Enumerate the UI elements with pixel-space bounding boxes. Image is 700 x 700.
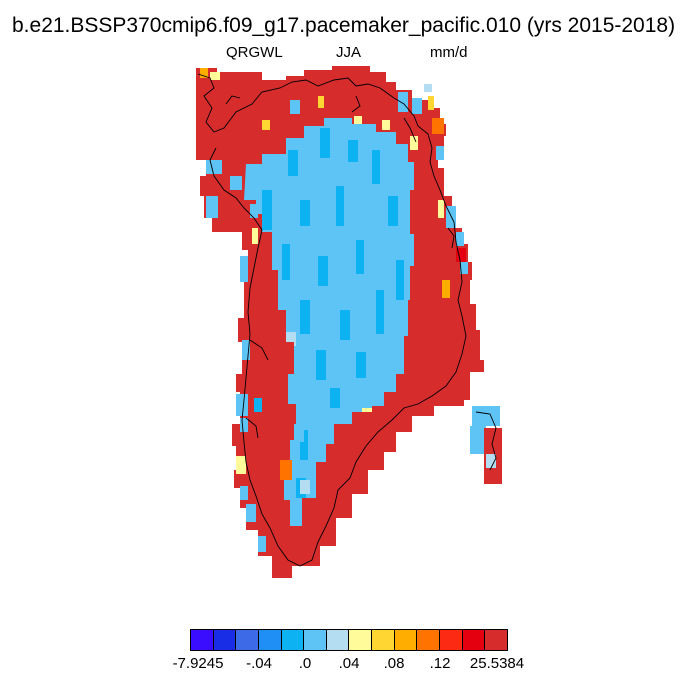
coastlines — [197, 73, 497, 567]
colorbar — [190, 629, 508, 651]
colorbar-segment-11 — [417, 630, 441, 650]
colorbar-tick-label: .08 — [383, 655, 405, 672]
colorbar-segment-13 — [462, 630, 486, 650]
plot-title: b.e21.BSSP370cmip6.f09_g17.pacemaker_pac… — [12, 14, 676, 37]
west-coast-cells — [206, 160, 304, 552]
colorbar-segment-7 — [326, 630, 350, 650]
colorbar-tick-label: .12 — [429, 655, 451, 672]
colorbar-segment-2 — [213, 630, 237, 650]
colorbar-segment-1 — [191, 630, 214, 650]
colorbar-segment-12 — [440, 630, 463, 650]
east-island — [470, 406, 502, 484]
colorbar-tick-label: -7.9245 — [172, 655, 224, 672]
colorbar-segment-6 — [304, 630, 327, 650]
colorbar-segment-10 — [394, 630, 418, 650]
colorbar-tick-label: 25.5384 — [469, 655, 525, 672]
colorbar-segment-3 — [236, 630, 259, 650]
colorbar-segment-14 — [485, 630, 507, 650]
variable-label: QRGWL — [226, 44, 283, 61]
colorbar-segment-5 — [281, 630, 305, 650]
colorbar-tick-label: .04 — [338, 655, 360, 672]
colorbar-segment-4 — [258, 630, 282, 650]
units-label: mm/d — [430, 44, 468, 61]
colorbar-tick-label: -.04 — [246, 655, 272, 672]
colorbar-tick-label: .0 — [298, 655, 312, 672]
season-label: JJA — [336, 44, 362, 61]
colorbar-segment-9 — [372, 630, 395, 650]
colorbar-segment-8 — [349, 630, 373, 650]
